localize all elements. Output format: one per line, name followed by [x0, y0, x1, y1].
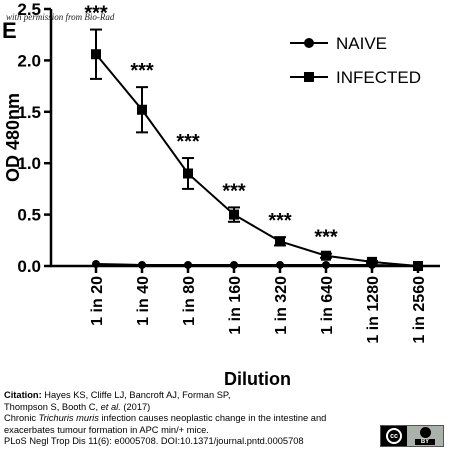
- infected-point: [321, 250, 331, 261]
- y-tick-label: 1.0: [17, 154, 41, 173]
- naive-point: [230, 260, 238, 269]
- x-tick-label: 1 in 320: [273, 276, 290, 335]
- x-tick-label: 1 in 640: [319, 276, 336, 335]
- x-tick-label: 1 in 40: [135, 276, 152, 326]
- significance-marker: ***: [268, 210, 292, 232]
- y-tick-label: 0.0: [17, 257, 41, 276]
- citation-title-mid: infection causes neoplastic change in th…: [98, 413, 327, 424]
- significance-marker: ***: [176, 131, 200, 153]
- cc-by-license-badge: cc BY: [380, 425, 444, 447]
- significance-marker: ***: [222, 180, 246, 202]
- significance-marker: ***: [84, 3, 108, 25]
- naive-point: [276, 260, 284, 269]
- y-tick-label: 2.5: [17, 0, 41, 19]
- citation-block: Citation: Hayes KS, Cliffe LJ, Bancroft …: [4, 390, 376, 448]
- citation-title-start: Chronic: [4, 413, 39, 424]
- person-icon: [419, 427, 431, 438]
- naive-point: [322, 260, 330, 269]
- y-tick-label: 0.5: [17, 206, 41, 225]
- naive-series-line: [95, 262, 419, 267]
- citation-et-al: et al.: [100, 401, 121, 412]
- cc-logo-text: cc: [390, 432, 398, 440]
- x-tick-label: 1 in 20: [89, 276, 106, 326]
- x-tick-label: 1 in 160: [227, 276, 244, 335]
- legend-marker-naive: [304, 38, 314, 48]
- infected-point: [275, 236, 285, 247]
- watermark-text: with permission from Bio-Rad: [6, 12, 115, 22]
- y-axis-title: OD 480nm: [3, 93, 23, 182]
- x-tick-label: 1 in 2560: [411, 276, 428, 344]
- y-tick-label: 2.0: [17, 51, 41, 70]
- legend-label-infected: INFECTED: [336, 68, 421, 87]
- naive-point: [92, 259, 100, 268]
- panel-label: E: [2, 18, 17, 43]
- citation-line-5: PLoS Negl Trop Dis 11(6): e0005708. DOI:…: [4, 436, 304, 447]
- citation-label: Citation:: [4, 390, 42, 400]
- citation-year: (2017): [120, 401, 151, 412]
- x-tick-label: 1 in 1280: [365, 276, 382, 344]
- infected-point: [367, 256, 377, 267]
- infected-point: [91, 49, 101, 60]
- x-axis-title: Dilution: [224, 369, 291, 389]
- naive-point: [184, 260, 192, 269]
- significance-marker: ***: [314, 227, 338, 249]
- infected-series-line: [95, 53, 419, 267]
- y-tick-label: 1.5: [17, 103, 41, 122]
- infected-point: [183, 168, 193, 179]
- citation-authors-1: Hayes KS, Cliffe LJ, Bancroft AJ, Forman…: [44, 390, 231, 400]
- citation-line-2: Thompson S, Booth C, et al. (2017): [4, 402, 376, 414]
- citation-authors-2: Thompson S, Booth C,: [4, 401, 101, 412]
- citation-species: Trichuris muris: [38, 413, 99, 424]
- citation-line-1: Citation: Hayes KS, Cliffe LJ, Bancroft …: [4, 390, 376, 402]
- legend-marker-infected: [304, 72, 314, 82]
- citation-line-4: exacerbates tumour formation in APC min/…: [4, 424, 209, 435]
- infected-point: [229, 209, 239, 220]
- infected-point: [413, 261, 423, 271]
- by-attribution-icon: BY: [407, 426, 443, 446]
- cc-logo-icon: cc: [381, 426, 407, 446]
- infected-point: [137, 104, 147, 115]
- od-dilution-chart: 0.0 0.5 1.0 1.5 2.0 2.5 OD 480nm 1 in 20 1 in 40…: [2, 0, 440, 389]
- naive-point: [138, 260, 146, 269]
- by-label: BY: [414, 439, 436, 445]
- citation-line-3: Chronic Trichuris muris infection causes…: [4, 413, 376, 425]
- significance-marker: ***: [130, 60, 154, 82]
- x-tick-label: 1 in 80: [181, 276, 198, 326]
- legend-label-naive: NAIVE: [336, 34, 387, 53]
